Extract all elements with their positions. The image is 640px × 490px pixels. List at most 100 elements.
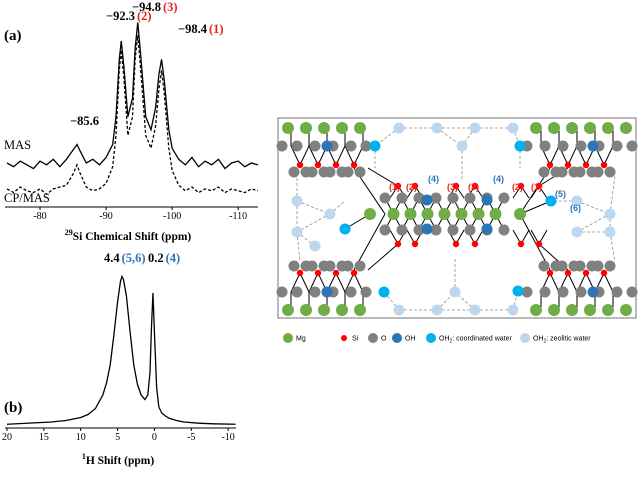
- x-tick-label: -100: [163, 211, 181, 222]
- magnesium: [602, 304, 614, 316]
- oxygen: [345, 286, 357, 298]
- legend-text: OH: [439, 336, 450, 343]
- peak-assignment: (5,6): [122, 251, 146, 265]
- legend-swatch: [520, 333, 530, 343]
- bond: [290, 272, 301, 293]
- zeolitic-water: [309, 240, 321, 252]
- zeolitic-water: [507, 122, 519, 134]
- hydrogen-bond: [576, 200, 611, 215]
- magnesium: [404, 208, 417, 220]
- hydroxyl: [421, 194, 433, 206]
- zeolitic-water: [469, 122, 481, 134]
- oxygen: [538, 166, 550, 178]
- oxygen: [557, 286, 569, 298]
- silicon: [546, 161, 554, 169]
- magnesium: [620, 122, 632, 134]
- hydroxyl: [587, 286, 599, 298]
- legend-text: Si: [352, 336, 359, 343]
- bond: [335, 272, 346, 293]
- silicon: [517, 182, 525, 190]
- silicon: [600, 161, 608, 169]
- silicon: [411, 182, 419, 190]
- silicon: [332, 269, 340, 277]
- zeolitic-water: [449, 286, 461, 298]
- bond: [567, 272, 578, 293]
- silicon: [471, 182, 479, 190]
- oxygen: [556, 260, 568, 272]
- panel-label: (b): [4, 400, 22, 416]
- silicon: [564, 161, 572, 169]
- bond: [567, 145, 578, 166]
- coordinated-water: [369, 140, 381, 152]
- bond: [353, 145, 364, 166]
- zeolitic-water: [604, 226, 616, 238]
- bond: [299, 145, 310, 166]
- oxygen: [556, 166, 568, 178]
- oxygen: [291, 140, 303, 152]
- hydroxyl: [321, 140, 333, 152]
- panel-label: (a): [4, 28, 22, 44]
- oxygen: [539, 140, 551, 152]
- oxygen: [342, 260, 354, 272]
- legend-rest: : coordinated water: [452, 336, 512, 343]
- peak-value: −92.3: [106, 9, 135, 23]
- silicon: [452, 240, 460, 248]
- oxygen: [574, 166, 586, 178]
- site-label: (1): [389, 182, 400, 192]
- bond: [603, 145, 614, 166]
- zeolitic-water: [291, 226, 303, 238]
- hydrogen-bond: [383, 291, 400, 311]
- x-tick-label: -90: [99, 211, 112, 222]
- peak-value: 4.4: [104, 251, 120, 265]
- legend-swatch: [283, 333, 293, 343]
- legend-label: O: [381, 336, 387, 343]
- oxygen: [324, 260, 336, 272]
- site-label: (4): [493, 174, 504, 184]
- zeolitic-water: [571, 226, 583, 238]
- legend-swatch: [426, 333, 436, 343]
- x-tick-label: -10: [221, 432, 234, 443]
- series-label: MAS: [4, 138, 31, 152]
- legend-rest: : zeolitic water: [546, 336, 591, 343]
- magnesium: [387, 208, 400, 220]
- hydrogen-bond: [296, 213, 331, 233]
- oxygen: [396, 192, 408, 204]
- silicon: [582, 269, 590, 277]
- magnesium: [548, 304, 560, 316]
- spectrum-line: [6, 22, 259, 170]
- oxygen: [288, 166, 300, 178]
- magnesium: [566, 122, 578, 134]
- peak-assignment: (2): [137, 9, 152, 23]
- hydroxyl: [481, 223, 493, 235]
- zeolitic-water: [431, 304, 443, 316]
- silicon: [394, 182, 402, 190]
- hydrogen-bond: [296, 200, 331, 215]
- oxygen: [521, 286, 533, 298]
- hydroxyl: [421, 223, 433, 235]
- oxygen: [626, 286, 638, 298]
- oxygen: [276, 140, 288, 152]
- oxygen: [342, 166, 354, 178]
- oxygen: [592, 166, 604, 178]
- hydrogen-bond: [576, 213, 611, 233]
- oxygen: [498, 192, 510, 204]
- oxygen: [309, 286, 321, 298]
- oxygen: [604, 260, 616, 272]
- magnesium: [300, 304, 312, 316]
- peak-annotation: −98.4 (1): [178, 22, 224, 36]
- coordinated-water: [512, 285, 524, 297]
- site-label: (3): [447, 182, 458, 192]
- peak-value: 0.2: [148, 251, 164, 265]
- oxygen: [498, 224, 510, 236]
- peak-annotation: −92.3 (2): [106, 9, 152, 23]
- oxygen: [574, 260, 586, 272]
- oxygen: [464, 224, 476, 236]
- magnesium: [602, 122, 614, 134]
- oxygen: [575, 286, 587, 298]
- silicon: [517, 240, 525, 248]
- legend-label: OH2: coordinated water: [439, 336, 512, 345]
- site-label: (3): [468, 182, 479, 192]
- magnesium: [530, 122, 542, 134]
- magnesium: [354, 304, 366, 316]
